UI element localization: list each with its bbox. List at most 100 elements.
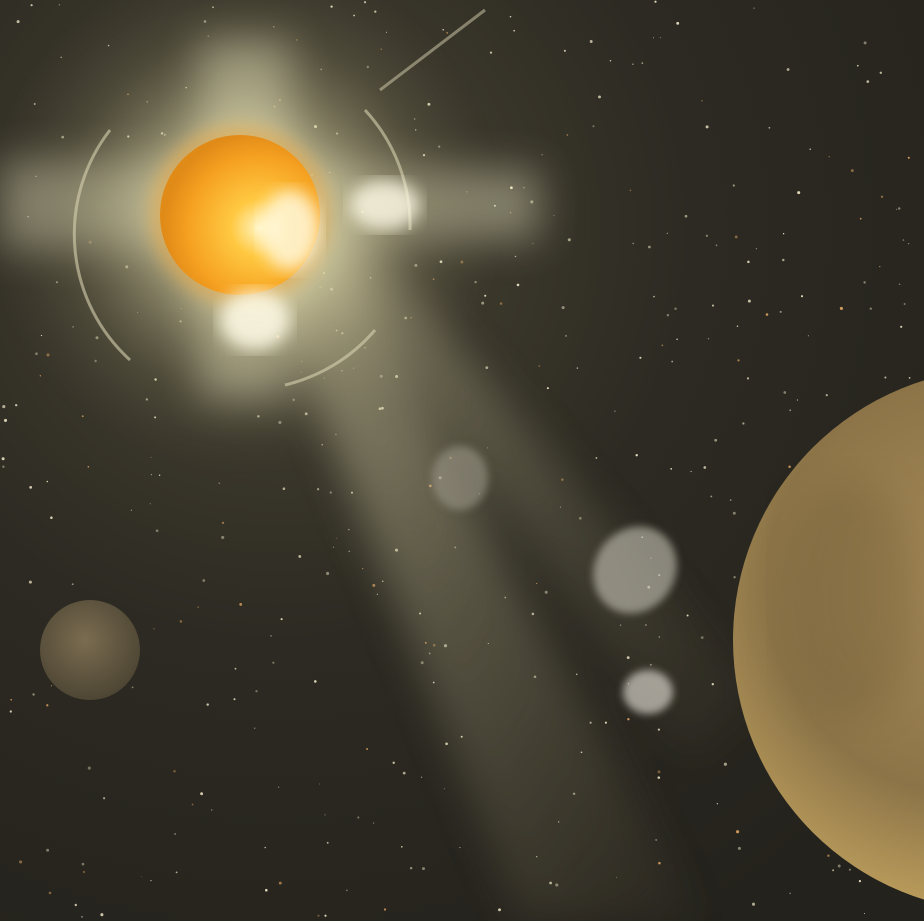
star <box>863 41 867 45</box>
star <box>736 830 740 834</box>
star <box>614 410 616 412</box>
star <box>629 189 632 192</box>
star <box>50 685 53 687</box>
star <box>907 156 910 159</box>
star <box>326 841 329 844</box>
star <box>255 690 258 693</box>
star <box>828 156 830 158</box>
star <box>566 134 569 136</box>
star <box>141 876 143 878</box>
star <box>666 313 670 317</box>
ejecta-blob <box>593 526 677 614</box>
star <box>903 303 906 305</box>
planet-shading <box>780 480 920 720</box>
star <box>707 338 710 340</box>
star <box>734 235 738 239</box>
star <box>265 888 268 892</box>
star <box>206 703 209 706</box>
sun-flare <box>220 290 290 350</box>
star <box>797 191 801 195</box>
star <box>900 325 903 328</box>
star <box>789 409 792 412</box>
star <box>595 456 598 459</box>
star <box>879 265 881 268</box>
star <box>779 310 782 313</box>
star <box>402 771 406 775</box>
star <box>150 879 152 882</box>
star <box>690 470 692 473</box>
star <box>705 125 709 129</box>
star <box>567 238 571 242</box>
star <box>82 870 86 874</box>
star <box>373 822 375 824</box>
star <box>58 3 61 6</box>
small-planet <box>40 600 140 700</box>
star <box>575 673 578 676</box>
star <box>401 846 403 848</box>
star <box>514 255 517 258</box>
star <box>513 29 516 32</box>
star <box>516 283 520 287</box>
star <box>19 860 23 864</box>
star <box>546 387 549 390</box>
star <box>210 809 213 811</box>
star <box>336 537 338 539</box>
star <box>445 742 448 746</box>
star <box>366 747 369 751</box>
star <box>659 37 662 39</box>
star <box>155 529 159 533</box>
star <box>3 418 8 422</box>
star <box>298 555 302 558</box>
star <box>751 902 756 906</box>
star <box>409 866 413 870</box>
star <box>71 583 74 586</box>
star <box>809 148 811 150</box>
star <box>737 846 741 850</box>
star <box>733 575 736 579</box>
star <box>553 214 555 216</box>
star <box>421 776 423 778</box>
star <box>234 667 237 670</box>
star <box>179 620 183 623</box>
star <box>796 399 799 401</box>
star <box>783 391 787 394</box>
star <box>46 704 49 707</box>
star <box>197 606 199 608</box>
star <box>609 60 612 62</box>
star <box>153 627 155 630</box>
star <box>676 21 680 25</box>
star <box>81 862 85 866</box>
star <box>32 693 35 696</box>
star <box>789 892 791 895</box>
star <box>46 848 50 852</box>
star <box>489 51 493 54</box>
star <box>382 580 384 582</box>
star <box>485 366 489 369</box>
star <box>671 360 674 363</box>
star <box>150 474 152 476</box>
star <box>357 816 360 819</box>
star <box>736 325 739 327</box>
star <box>639 356 642 359</box>
star <box>174 833 176 835</box>
star <box>100 913 104 917</box>
star <box>657 770 661 774</box>
star <box>627 718 630 721</box>
star <box>652 37 655 39</box>
star <box>701 100 703 102</box>
star <box>635 453 638 457</box>
star <box>332 546 334 548</box>
shock-arc <box>72 129 132 362</box>
star <box>272 661 275 664</box>
star <box>74 903 78 907</box>
star <box>202 579 206 582</box>
star <box>422 867 425 871</box>
star <box>316 488 320 491</box>
star <box>326 571 330 576</box>
streak <box>379 8 486 92</box>
star <box>880 195 884 199</box>
star <box>755 248 757 250</box>
star <box>48 891 52 895</box>
star <box>825 393 828 397</box>
